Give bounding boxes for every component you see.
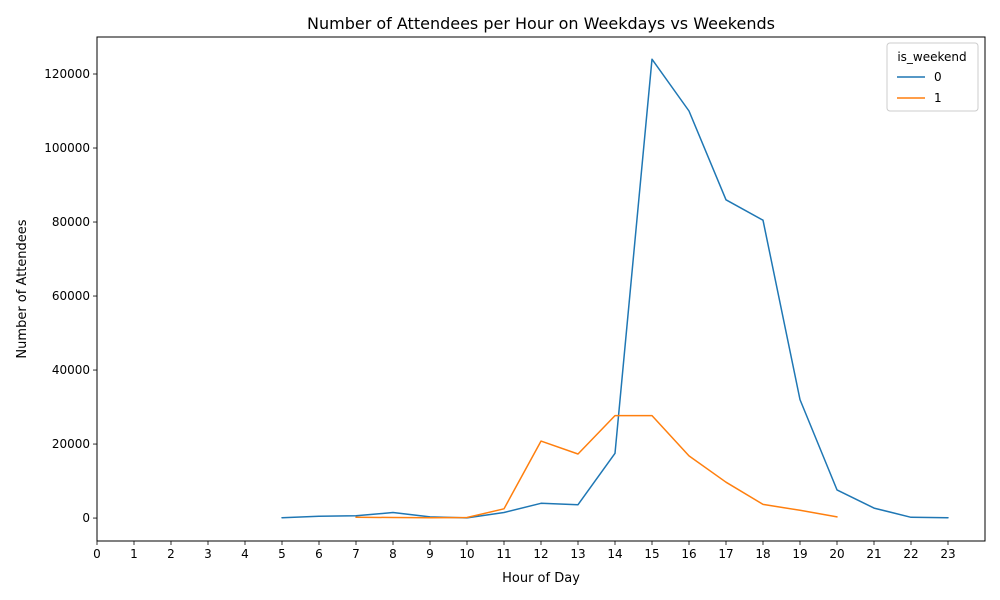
legend: is_weekend 0 1 <box>886 42 979 112</box>
x-tick-label: 22 <box>903 547 918 561</box>
x-tick-label: 2 <box>167 547 175 561</box>
x-tick-label: 3 <box>204 547 212 561</box>
series-line-1 <box>355 414 838 519</box>
x-tick-label: 23 <box>940 547 955 561</box>
x-tick-label: 9 <box>426 547 434 561</box>
y-tick-label: 0 <box>82 511 90 525</box>
plot-frame <box>96 36 986 542</box>
y-tick-label: 120000 <box>44 67 90 81</box>
x-axis-ticks: 0 1 2 3 4 5 6 7 8 9 10 11 12 13 14 15 16 17 18 19 20 21 22 23 <box>93 541 956 561</box>
x-tick-label: 4 <box>241 547 249 561</box>
y-tick-label: 80000 <box>52 215 90 229</box>
legend-box <box>886 42 979 112</box>
x-tick-label: 7 <box>352 547 360 561</box>
x-tick-label: 5 <box>278 547 286 561</box>
y-tick-label: 40000 <box>52 363 90 377</box>
x-tick-label: 15 <box>644 547 659 561</box>
chart-title: Number of Attendees per Hour on Weekdays… <box>307 14 775 33</box>
x-tick-label: 8 <box>389 547 397 561</box>
legend-title: is_weekend <box>897 50 966 64</box>
x-tick-label: 14 <box>607 547 622 561</box>
y-tick-label: 100000 <box>44 141 90 155</box>
x-tick-label: 20 <box>829 547 844 561</box>
y-axis-label: Number of Attendees <box>15 219 30 358</box>
series-line-0 <box>281 58 949 519</box>
x-tick-label: 0 <box>93 547 101 561</box>
x-tick-label: 21 <box>866 547 881 561</box>
x-axis-label: Hour of Day <box>502 571 580 586</box>
x-tick-label: 19 <box>792 547 807 561</box>
x-tick-label: 11 <box>496 547 511 561</box>
x-tick-label: 1 <box>130 547 138 561</box>
x-tick-label: 16 <box>681 547 696 561</box>
x-tick-label: 13 <box>570 547 585 561</box>
legend-label-series-0: 0 <box>934 70 942 84</box>
legend-label-series-1: 1 <box>934 91 942 105</box>
y-axis-ticks: 0 20000 40000 60000 80000 100000 120000 <box>44 67 97 525</box>
series-lines <box>281 58 949 519</box>
x-tick-label: 17 <box>718 547 733 561</box>
x-tick-label: 10 <box>459 547 474 561</box>
y-tick-label: 60000 <box>52 289 90 303</box>
plot-area: 0 1 2 3 4 5 6 7 8 9 10 11 12 13 14 15 16 17 18 19 20 21 22 23 0… <box>44 36 986 561</box>
y-tick-label: 20000 <box>52 437 90 451</box>
x-tick-label: 12 <box>533 547 548 561</box>
x-tick-label: 6 <box>315 547 323 561</box>
x-tick-label: 18 <box>755 547 770 561</box>
